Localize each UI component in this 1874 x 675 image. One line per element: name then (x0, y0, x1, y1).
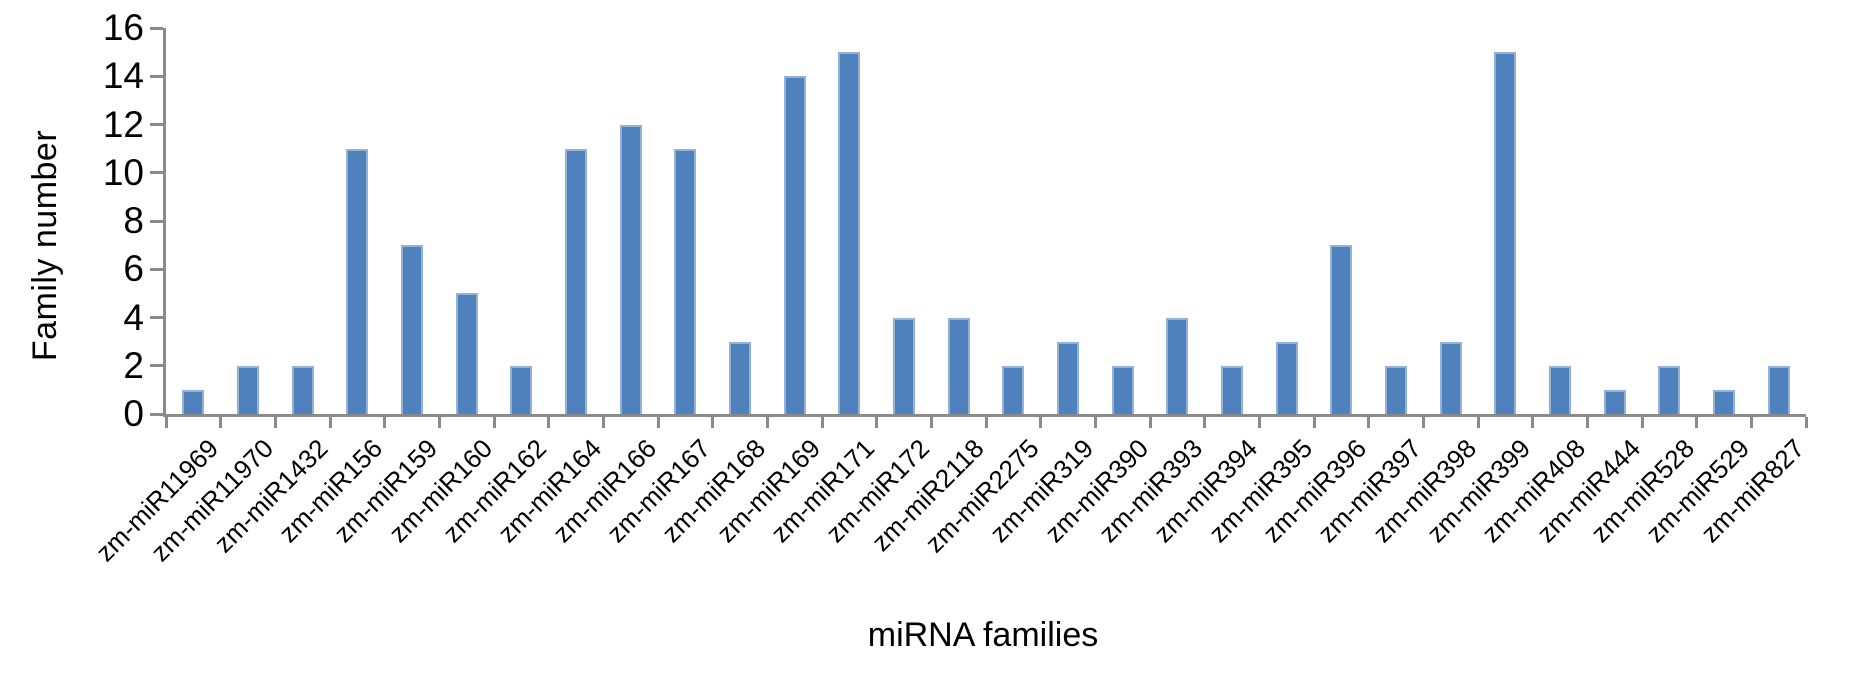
x-axis-tick (1421, 417, 1425, 428)
x-axis-tick (1531, 417, 1535, 428)
y-axis-tick (150, 74, 163, 78)
x-axis-tick (1367, 417, 1371, 428)
y-axis-title: Family number (0, 40, 92, 450)
y-axis-tick (150, 316, 163, 319)
bar (674, 148, 697, 414)
bar (1330, 245, 1353, 414)
bar (237, 365, 259, 414)
x-axis-tick (1312, 417, 1316, 428)
bar (1221, 365, 1243, 414)
bar (729, 341, 751, 414)
bar (1549, 365, 1571, 414)
y-tick-label: 12 (102, 103, 144, 145)
bar (182, 389, 205, 414)
x-axis-tick (1257, 417, 1261, 428)
x-axis-tick (1476, 417, 1480, 428)
x-axis-tick (492, 417, 496, 428)
bar (401, 245, 423, 414)
bar (1166, 317, 1189, 414)
x-axis-tick (437, 417, 441, 428)
y-axis-tick (150, 123, 163, 126)
x-axis-tick (875, 417, 879, 428)
y-axis-tick (150, 171, 163, 175)
y-tick-label: 0 (123, 393, 144, 434)
bar (455, 293, 478, 414)
y-tick-label: 14 (102, 55, 144, 97)
bar (346, 148, 369, 414)
bar (1603, 389, 1626, 414)
bar (619, 124, 642, 414)
y-tick-label: 4 (123, 296, 144, 338)
x-axis-title: miRNA families (867, 616, 1099, 654)
bar (510, 365, 533, 414)
x-axis-tick (1093, 417, 1097, 428)
bar (1439, 341, 1462, 414)
bar (783, 76, 806, 414)
x-axis-tick (1148, 417, 1152, 428)
x-axis-tick (820, 417, 824, 428)
x-axis-tick (711, 417, 715, 428)
x-axis-tick (328, 417, 332, 428)
y-tick-label: 2 (123, 344, 144, 386)
x-axis-tick (1749, 417, 1753, 428)
y-tick-label: 6 (123, 248, 144, 290)
bar (1002, 365, 1025, 414)
y-tick-label: 16 (102, 7, 144, 48)
bar (1057, 341, 1079, 414)
bar (838, 52, 861, 414)
bar (565, 148, 587, 414)
x-axis-tick (1695, 417, 1699, 428)
x-axis-tick (1640, 417, 1644, 428)
y-axis-tick (150, 412, 163, 416)
bar (1658, 365, 1681, 414)
x-axis-tick (547, 417, 551, 428)
y-axis-tick (150, 267, 163, 271)
bar (947, 317, 970, 414)
bar (1713, 389, 1735, 414)
x-axis-tick (1585, 417, 1589, 428)
x-axis-tick (273, 417, 277, 428)
x-axis-tick (219, 417, 223, 428)
y-tick-label: 10 (102, 151, 144, 193)
x-axis-tick (383, 417, 387, 428)
x-axis-tick (984, 417, 988, 428)
y-tick-label: 8 (123, 200, 144, 241)
y-axis-tick (150, 219, 163, 223)
x-axis-tick (1804, 417, 1808, 428)
y-axis-title-text: Family number (26, 129, 65, 361)
x-axis-tick (765, 417, 769, 428)
y-axis-tick (150, 364, 163, 368)
bar (893, 317, 915, 414)
x-axis-tick (164, 417, 168, 428)
x-axis-tick (601, 417, 605, 428)
bar (1275, 341, 1298, 414)
y-axis-tick (150, 26, 163, 30)
x-axis-tick (1203, 417, 1207, 428)
x-axis-tick (656, 417, 660, 428)
plot-area: 0 2 4 6 8 10 12 14 16 zm-miR11969 zm-miR11970 zm-mi… (90, 7, 1810, 567)
bar (1385, 365, 1407, 414)
x-axis-tick (929, 417, 933, 428)
bar (1494, 52, 1517, 414)
bar (1111, 365, 1134, 414)
x-axis-tick (1039, 417, 1043, 428)
bar (291, 365, 314, 414)
bar (1767, 365, 1790, 414)
